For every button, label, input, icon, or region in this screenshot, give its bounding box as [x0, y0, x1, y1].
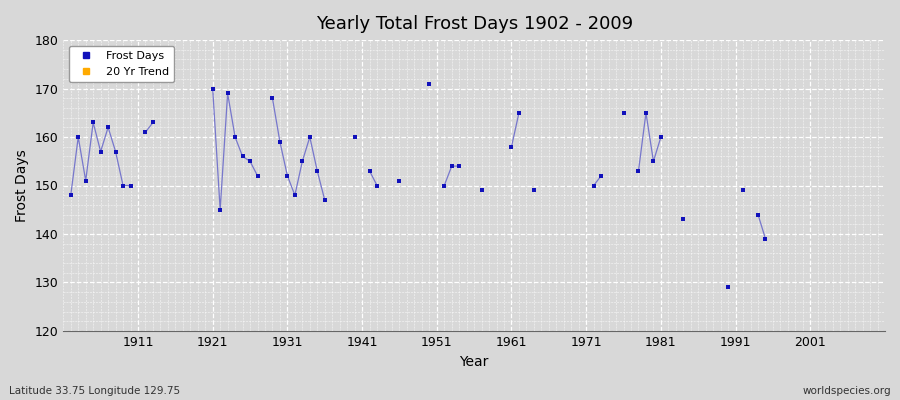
Text: worldspecies.org: worldspecies.org	[803, 386, 891, 396]
Title: Yearly Total Frost Days 1902 - 2009: Yearly Total Frost Days 1902 - 2009	[316, 15, 633, 33]
X-axis label: Year: Year	[460, 355, 489, 369]
Text: Latitude 33.75 Longitude 129.75: Latitude 33.75 Longitude 129.75	[9, 386, 180, 396]
Y-axis label: Frost Days: Frost Days	[15, 149, 29, 222]
Legend: Frost Days, 20 Yr Trend: Frost Days, 20 Yr Trend	[68, 46, 175, 82]
